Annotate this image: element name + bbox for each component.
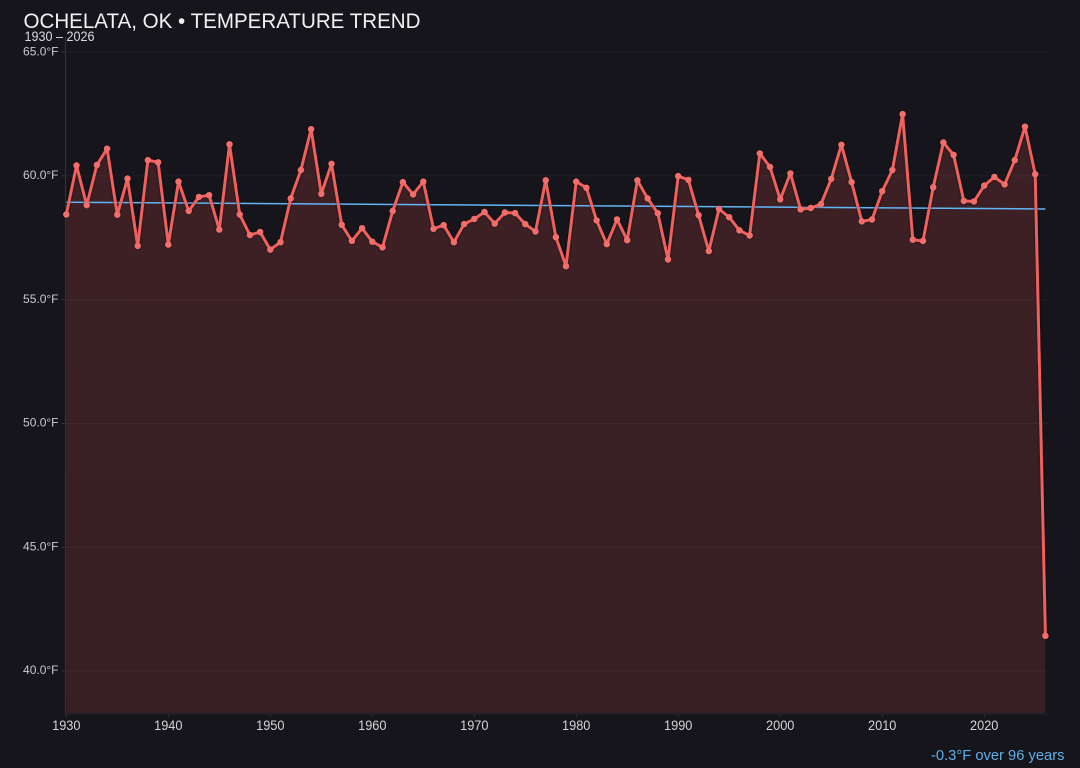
svg-text:40.0°F: 40.0°F [23,663,58,677]
svg-text:2010: 2010 [868,717,897,733]
svg-text:1950: 1950 [256,717,285,733]
svg-text:50.0°F: 50.0°F [23,416,58,430]
svg-text:OCHELATA, OK • TEMPERATURE TRE: OCHELATA, OK • TEMPERATURE TREND [24,9,421,33]
svg-text:1980: 1980 [562,717,591,733]
svg-text:1930 – 2026: 1930 – 2026 [25,29,95,44]
svg-text:55.0°F: 55.0°F [23,292,58,306]
svg-text:1990: 1990 [664,717,693,733]
svg-text:2020: 2020 [970,717,999,733]
svg-text:60.0°F: 60.0°F [23,168,58,182]
svg-text:1960: 1960 [358,717,387,733]
svg-text:45.0°F: 45.0°F [23,540,58,554]
svg-text:1970: 1970 [460,717,489,733]
svg-text:65.0°F: 65.0°F [23,44,58,58]
svg-text:-0.3°F over 96 years: -0.3°F over 96 years [931,748,1065,764]
svg-text:1940: 1940 [154,717,183,733]
svg-text:1930: 1930 [52,717,81,733]
svg-text:2000: 2000 [766,717,795,733]
